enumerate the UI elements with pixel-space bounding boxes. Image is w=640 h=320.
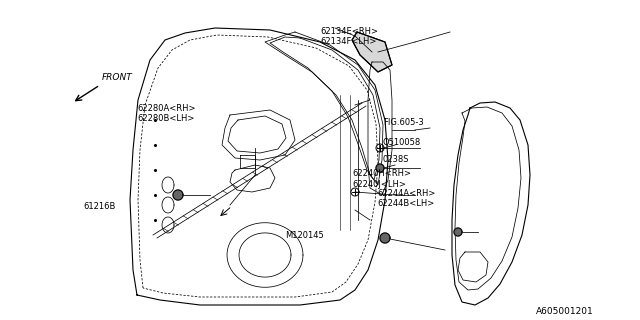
- Text: A605001201: A605001201: [536, 307, 594, 316]
- Polygon shape: [352, 32, 392, 72]
- Text: FIG.605-3: FIG.605-3: [383, 118, 424, 127]
- Polygon shape: [380, 233, 390, 243]
- Text: 62240H<RH>
62240J<LH>: 62240H<RH> 62240J<LH>: [352, 170, 411, 189]
- Text: 0238S: 0238S: [383, 156, 409, 164]
- Polygon shape: [454, 228, 462, 236]
- Polygon shape: [173, 190, 183, 200]
- Text: M120145: M120145: [285, 231, 324, 240]
- Text: 62134E<RH>
62134F<LH>: 62134E<RH> 62134F<LH>: [320, 27, 378, 46]
- Text: 61216B: 61216B: [83, 202, 116, 211]
- Text: Q510058: Q510058: [383, 138, 421, 147]
- Text: 62244A<RH>
62244B<LH>: 62244A<RH> 62244B<LH>: [378, 189, 436, 208]
- Text: 62280A<RH>
62280B<LH>: 62280A<RH> 62280B<LH>: [138, 104, 196, 123]
- Text: FRONT: FRONT: [102, 73, 132, 82]
- Polygon shape: [376, 164, 384, 172]
